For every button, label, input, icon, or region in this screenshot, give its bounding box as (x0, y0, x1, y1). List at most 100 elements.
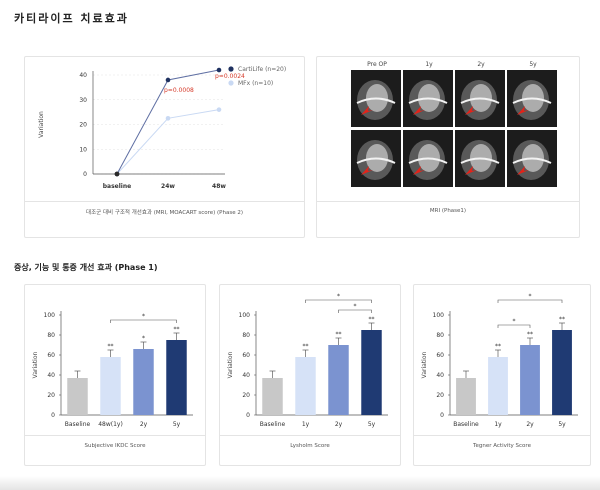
x-tick-label: 2y (526, 421, 534, 428)
page-title: 카티라이프 치료효과 (14, 12, 129, 25)
y-tick-label: 40 (242, 372, 250, 379)
line-chart-caption: 대조군 대비 구조적 개선효과 (MRI, MOACART score) (Ph… (86, 210, 243, 216)
bracket-label: * (142, 313, 145, 320)
x-tick-label: Baseline (65, 421, 91, 428)
bar (361, 330, 382, 415)
significance-marker: ** (303, 343, 309, 350)
mri-cartilage-line (512, 97, 552, 104)
y-tick-label: 60 (242, 352, 250, 359)
y-tick-label: 20 (242, 392, 250, 399)
x-tick-label: 5y (173, 421, 181, 428)
significance-bracket (338, 309, 372, 313)
y-tick-label: 20 (436, 392, 444, 399)
x-tick-label: Baseline (260, 421, 286, 428)
y-tick-label: 20 (47, 392, 55, 399)
bracket-label: * (337, 293, 340, 300)
significance-bracket (110, 319, 177, 323)
red-arrow-icon (361, 106, 373, 115)
y-tick-label: 30 (79, 97, 87, 104)
bar (100, 357, 121, 415)
significance-marker: * (142, 335, 145, 342)
data-point (165, 77, 171, 83)
mri-cartilage-line (512, 157, 552, 164)
mri-cartilage-line (460, 97, 500, 104)
mri-column-label: 2y (477, 61, 485, 68)
line-chart: 0 10 20 30 40 Variation baseline 24w 48w p=0.0008… (38, 66, 286, 190)
significance-marker: ** (108, 343, 114, 350)
card-divider (25, 435, 205, 436)
y-tick-label: 0 (51, 412, 55, 419)
significance-marker: ** (369, 316, 375, 323)
x-tick-label: 5y (558, 421, 566, 428)
significance-marker: ** (495, 343, 501, 350)
legend-marker (228, 80, 234, 86)
red-arrow-icon (465, 106, 477, 115)
significance-marker: ** (527, 331, 533, 338)
y-axis-label: Variation (38, 111, 45, 138)
y-axis-label: Variation (421, 351, 428, 378)
bar (456, 378, 476, 415)
lysholm-caption: Lysholm Score (290, 443, 330, 449)
bracket-label: * (529, 293, 532, 300)
baseline-point (114, 171, 120, 177)
ikdc-bar-chart: 0 20 40 60 80 100 Variation Baseline ** 48w(1y) * 2… (32, 311, 193, 428)
ikdc-card: 0 20 40 60 80 100 Variation Baseline ** 48w(1y) * 2… (24, 284, 206, 466)
significance-bracket (497, 299, 563, 303)
y-tick-label: 80 (436, 332, 444, 339)
lysholm-card: 0 20 40 60 80 100 Variation Baseline ** 1y ** 2y ** 5… (219, 284, 401, 466)
red-arrow-icon (517, 106, 529, 115)
y-tick-label: 0 (83, 171, 87, 178)
bar (133, 349, 154, 415)
legend-label: MFx (n=10) (238, 80, 273, 87)
p-value-annotation: p=0.0008 (164, 87, 194, 94)
bottom-shadow (0, 476, 600, 490)
bar (488, 357, 508, 415)
significance-marker: ** (336, 331, 342, 338)
y-tick-label: 10 (79, 146, 87, 153)
x-tick-label: 2y (335, 421, 343, 428)
legend-marker (228, 66, 234, 72)
y-tick-label: 0 (246, 412, 250, 419)
tegner-bar-chart: 020406080100VariationBaseline**1y**2y**5… (421, 293, 578, 428)
mri-grid: Pre OP 1y 2y 5y (351, 61, 557, 187)
red-arrow-icon (413, 106, 425, 115)
x-tick-label: 5y (368, 421, 376, 428)
card-divider (25, 201, 304, 202)
card-divider (414, 435, 590, 436)
bar (328, 345, 349, 415)
significance-marker: ** (559, 316, 565, 323)
bar (552, 330, 572, 415)
bar (520, 345, 540, 415)
card-divider (220, 435, 400, 436)
red-arrow-icon (361, 166, 373, 175)
mri-caption: MRI (Phase1) (429, 208, 467, 214)
bar (295, 357, 316, 415)
mri-cartilage-line (356, 157, 396, 164)
x-tick-label: 1y (302, 421, 310, 428)
mri-cartilage-line (460, 157, 500, 164)
section-title: 증상, 기능 및 통증 개선 효과 (Phase 1) (14, 263, 158, 272)
y-axis-label: Variation (32, 351, 39, 378)
mri-cartilage-line (356, 97, 396, 104)
mri-column-label: 1y (425, 61, 433, 68)
mri-column-label: 5y (529, 61, 537, 68)
bar (262, 378, 283, 415)
y-tick-label: 40 (47, 372, 55, 379)
red-arrow-icon (517, 166, 529, 175)
data-point (216, 107, 222, 112)
x-tick-label: 48w(1y) (98, 421, 123, 428)
line-chart-card: 0 10 20 30 40 Variation baseline 24w 48w p=0.0008… (24, 56, 305, 238)
legend-label: CartiLife (n=20) (238, 66, 286, 73)
x-tick-label: baseline (103, 183, 131, 190)
x-tick-label: 24w (161, 183, 175, 190)
y-tick-label: 100 (239, 312, 251, 319)
red-arrow-icon (465, 166, 477, 175)
significance-bracket (305, 299, 372, 303)
y-tick-label: 0 (440, 412, 444, 419)
mri-cartilage-line (408, 97, 448, 104)
significance-bracket (497, 324, 531, 328)
y-tick-label: 100 (433, 312, 445, 319)
x-tick-label: 48w (212, 183, 226, 190)
bracket-label: * (513, 318, 516, 325)
red-arrow-icon (413, 166, 425, 175)
